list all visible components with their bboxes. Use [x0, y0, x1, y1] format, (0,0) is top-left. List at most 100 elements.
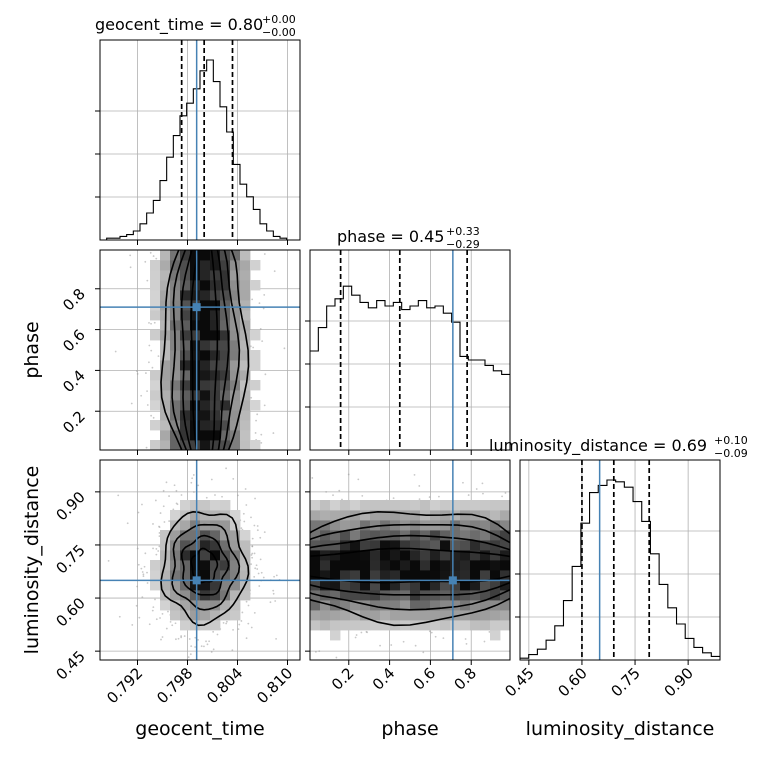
- density-cell: [200, 380, 211, 391]
- sample-point: [483, 640, 486, 643]
- density-cell: [320, 560, 331, 571]
- density-cell: [380, 610, 391, 621]
- density-cell: [470, 610, 481, 621]
- x-tick-label: 0.810: [253, 664, 296, 707]
- density-cell: [200, 580, 211, 591]
- sample-point: [161, 636, 164, 638]
- density-cell: [440, 550, 451, 561]
- density-cell: [230, 280, 241, 291]
- density-cell: [250, 350, 261, 361]
- density-cell: [440, 570, 451, 581]
- density-cell: [150, 390, 161, 401]
- density-cell: [400, 610, 411, 621]
- density-cell: [350, 590, 361, 601]
- density-cell: [190, 270, 201, 281]
- density-cell: [170, 260, 181, 271]
- density-cell: [220, 560, 231, 571]
- sample-point: [114, 350, 117, 353]
- sample-point: [129, 266, 132, 269]
- density-cell: [190, 510, 201, 521]
- density-cell: [190, 340, 201, 351]
- density-cell: [420, 530, 431, 541]
- density-cell: [390, 510, 401, 521]
- sample-point: [212, 648, 215, 651]
- sample-point: [250, 563, 252, 566]
- sample-point: [129, 254, 132, 257]
- density-cell: [190, 350, 201, 361]
- density-cell: [250, 440, 261, 450]
- density-cell: [480, 580, 491, 591]
- density-cell: [180, 320, 191, 331]
- sample-point: [141, 503, 143, 506]
- density-cell: [240, 550, 251, 561]
- density-cell: [430, 550, 441, 561]
- sample-point: [131, 624, 134, 626]
- density-cell: [200, 320, 211, 331]
- sample-point: [190, 645, 193, 648]
- sample-point: [117, 494, 120, 497]
- sample-point: [144, 552, 147, 555]
- density-cell: [190, 250, 201, 261]
- sample-point: [318, 650, 321, 653]
- sample-point: [216, 633, 219, 636]
- x-tick-label: 0.6: [410, 664, 440, 694]
- density-cell: [240, 290, 251, 301]
- density-cell: [320, 610, 331, 621]
- density-cell: [200, 540, 211, 551]
- density-cell: [230, 510, 241, 521]
- density-cell: [230, 600, 241, 611]
- density-cell: [150, 570, 161, 581]
- density-cell: [450, 510, 461, 521]
- sample-point: [332, 494, 334, 497]
- density-cell: [170, 290, 181, 301]
- density-cell: [360, 600, 371, 611]
- sample-point: [177, 637, 180, 640]
- density-cell: [180, 550, 191, 561]
- sample-point: [180, 494, 183, 496]
- contour-line: [180, 534, 230, 596]
- density-cell: [470, 620, 481, 631]
- density-cell: [490, 580, 501, 591]
- density-cell: [370, 530, 381, 541]
- sample-point: [150, 322, 152, 325]
- density-cell: [500, 500, 510, 511]
- sample-point: [150, 349, 153, 352]
- sample-point: [232, 478, 235, 480]
- density-cell: [190, 400, 201, 411]
- density-cell: [490, 620, 501, 631]
- sample-point: [262, 576, 265, 579]
- density-cell: [360, 560, 371, 571]
- density-cell: [480, 560, 491, 571]
- density-cell: [330, 500, 341, 511]
- density-cell: [200, 420, 211, 431]
- density-cell: [160, 570, 171, 581]
- density-cell: [150, 260, 161, 271]
- density-cell: [500, 590, 510, 601]
- density-cell: [160, 600, 171, 611]
- density-cell: [220, 590, 231, 601]
- sample-point: [245, 637, 248, 640]
- density-cell: [210, 360, 221, 371]
- density-cell: [490, 550, 501, 561]
- density-cell: [370, 510, 381, 521]
- density-cell: [220, 330, 231, 341]
- sample-point: [168, 495, 170, 497]
- sample-point: [205, 496, 208, 499]
- density-cell: [480, 510, 491, 521]
- density-cell: [390, 530, 401, 541]
- density-cell: [370, 580, 381, 591]
- sample-point: [256, 529, 259, 532]
- density-cell: [170, 380, 181, 391]
- xlabel-phase: phase: [381, 718, 438, 740]
- density-cell: [220, 420, 231, 431]
- density-cell: [200, 310, 211, 321]
- sample-point: [149, 251, 152, 254]
- sample-point: [325, 490, 328, 493]
- ylabel-luminosity-distance: luminosity_distance: [21, 466, 43, 655]
- sample-point: [168, 520, 171, 522]
- density-cell: [370, 550, 381, 561]
- sample-point: [438, 495, 440, 498]
- density-cell: [210, 410, 221, 421]
- density-cell: [240, 530, 251, 541]
- density-cell: [190, 290, 201, 301]
